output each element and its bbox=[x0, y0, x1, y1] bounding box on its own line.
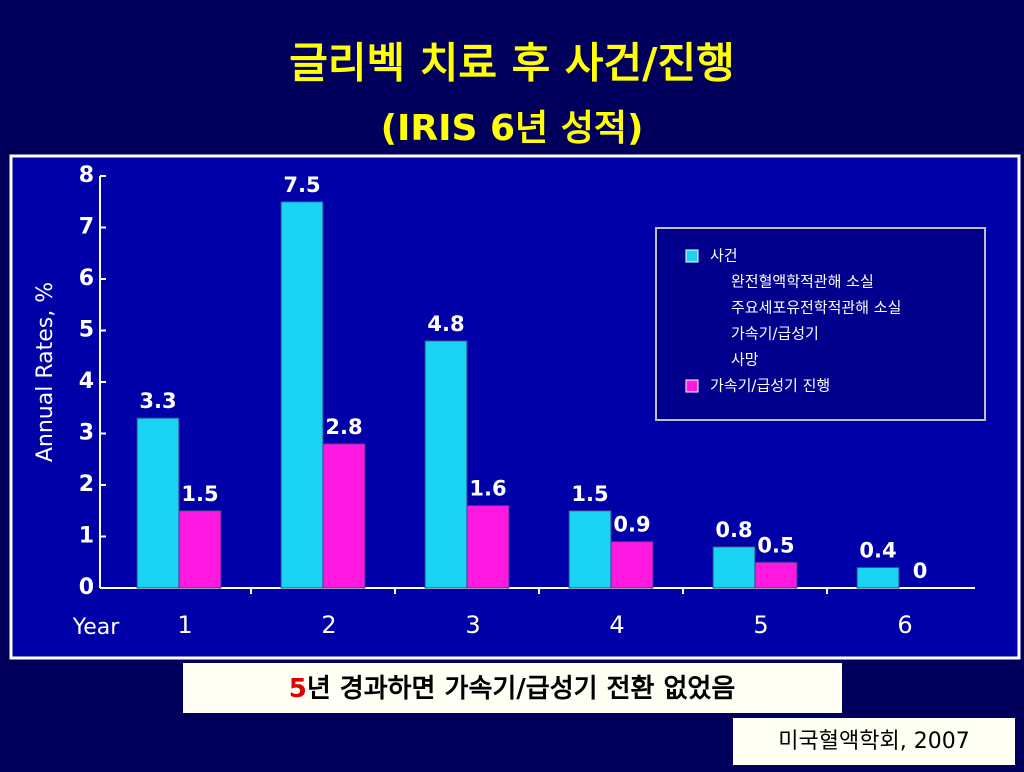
value-label: 4.8 bbox=[427, 312, 464, 336]
legend-detail: 주요세포유전학적관해 소실 bbox=[731, 299, 901, 317]
annotation-box bbox=[183, 663, 842, 713]
value-label: 1.5 bbox=[571, 482, 608, 506]
bar bbox=[754, 561, 798, 589]
y-axis-label: Annual Rates, % bbox=[33, 282, 58, 462]
x-tick-label: 2 bbox=[321, 611, 336, 639]
x-tick-label: 6 bbox=[897, 611, 912, 639]
annotation-text: 년 경과하면 가속기/급성기 전환 없었음 bbox=[307, 674, 735, 704]
value-label: 1.5 bbox=[181, 482, 218, 506]
bar bbox=[178, 510, 222, 589]
bar bbox=[466, 505, 510, 589]
bar bbox=[712, 546, 756, 589]
annotation-number: 5 bbox=[289, 674, 307, 704]
legend-detail: 사망 bbox=[731, 351, 759, 369]
y-tick-label: 0 bbox=[79, 575, 94, 600]
value-label: 2.8 bbox=[325, 415, 362, 439]
value-label: 1.6 bbox=[469, 477, 506, 501]
value-label: 0.8 bbox=[715, 518, 752, 542]
y-tick-label: 4 bbox=[79, 369, 94, 394]
slide-title: 글리벡 치료 후 사건/진행 bbox=[289, 39, 735, 88]
y-tick-label: 3 bbox=[79, 421, 94, 446]
legend-detail: 가속기/급성기 bbox=[731, 325, 819, 343]
value-label: 3.3 bbox=[139, 389, 176, 413]
value-label: 7.5 bbox=[283, 173, 320, 197]
y-tick-label: 5 bbox=[79, 318, 94, 343]
legend-detail: 완전혈액학적관해 소실 bbox=[731, 273, 874, 291]
bar bbox=[610, 541, 654, 589]
y-tick-label: 8 bbox=[79, 163, 94, 188]
y-tick-label: 7 bbox=[79, 215, 94, 240]
x-tick-label: 1 bbox=[177, 611, 192, 639]
x-axis-label: Year bbox=[72, 615, 121, 640]
value-label: 0 bbox=[913, 559, 928, 583]
bar bbox=[322, 443, 366, 589]
legend-swatch bbox=[685, 249, 699, 263]
value-label: 0.5 bbox=[757, 533, 794, 557]
slide-subtitle: (IRIS 6년 성적) bbox=[381, 108, 644, 149]
bar bbox=[136, 417, 180, 589]
x-tick-label: 4 bbox=[609, 611, 624, 639]
y-tick-label: 2 bbox=[79, 472, 94, 497]
value-label: 0.4 bbox=[859, 538, 896, 562]
annotation: 5년 경과하면 가속기/급성기 전환 없었음 bbox=[289, 674, 736, 704]
x-tick-label: 5 bbox=[753, 611, 768, 639]
source-box bbox=[733, 718, 1015, 765]
legend-label: 사건 bbox=[710, 247, 738, 265]
bar bbox=[424, 340, 468, 589]
y-tick-label: 6 bbox=[79, 266, 94, 291]
source: 미국혈액학회, 2007 bbox=[778, 729, 969, 754]
bar bbox=[280, 201, 324, 589]
legend-swatch bbox=[685, 379, 699, 393]
x-tick-label: 3 bbox=[465, 611, 480, 639]
bar bbox=[568, 510, 612, 589]
bar bbox=[856, 566, 900, 589]
value-label: 0.9 bbox=[613, 513, 650, 537]
legend-box bbox=[655, 227, 986, 421]
legend-label: 가속기/급성기 진행 bbox=[710, 377, 830, 395]
y-tick-label: 1 bbox=[79, 524, 94, 549]
